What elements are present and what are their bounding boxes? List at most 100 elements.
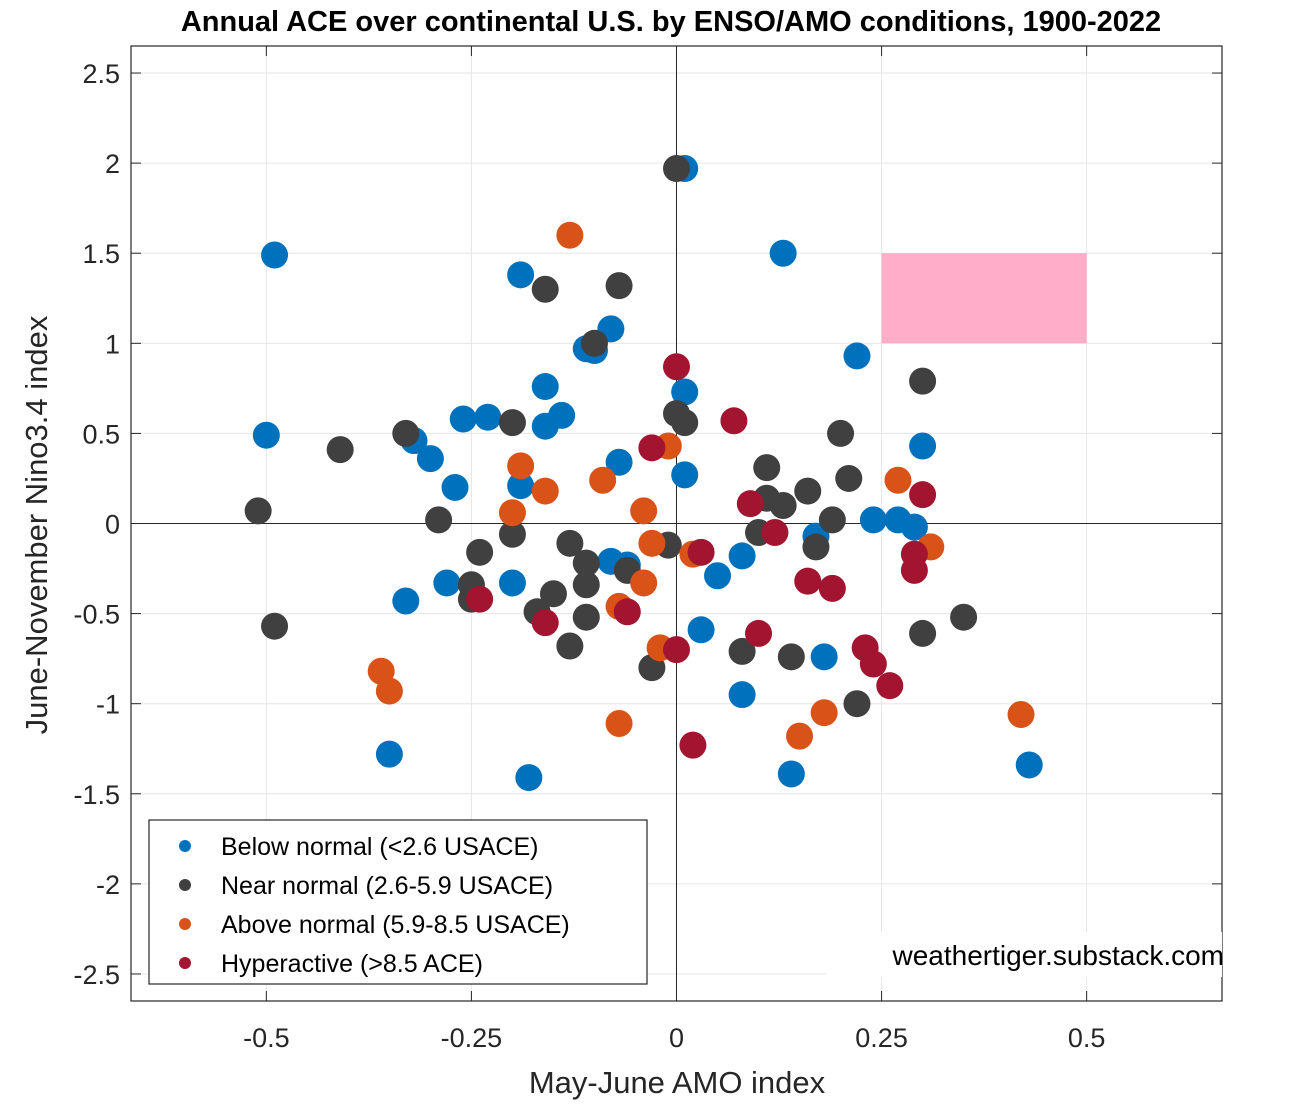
data-point-hyperactive (761, 519, 789, 547)
x-tick-label: 0.25 (855, 1023, 908, 1053)
data-point-below-normal (859, 506, 887, 534)
data-point-hyperactive (466, 585, 494, 613)
data-point-above-normal (884, 466, 912, 494)
data-point-hyperactive (794, 567, 822, 595)
data-point-above-normal (630, 569, 658, 597)
data-point-above-normal (375, 677, 403, 705)
data-point-hyperactive (745, 619, 773, 647)
data-point-below-normal (728, 681, 756, 709)
data-point-below-normal (704, 562, 732, 590)
data-point-above-normal (605, 710, 633, 738)
data-point-above-normal (556, 221, 584, 249)
data-point-near-normal (498, 520, 526, 548)
data-point-near-normal (556, 632, 584, 660)
data-point-below-normal (441, 473, 469, 501)
data-point-above-normal (1007, 701, 1035, 728)
data-point-hyperactive (876, 672, 904, 700)
legend-label-hyperactive: Hyperactive (>8.5 ACE) (221, 950, 483, 978)
data-point-near-normal (827, 419, 855, 447)
legend-entry-above-normal: Above normal (5.9-8.5 USACE) (179, 911, 570, 939)
legend-marker-below-normal (179, 840, 191, 852)
legend-label-below-normal: Below normal (<2.6 USACE) (221, 833, 538, 861)
y-tick-label: 2 (105, 149, 120, 179)
data-point-near-normal (572, 549, 600, 577)
data-point-below-normal (261, 241, 289, 269)
legend-marker-near-normal (179, 879, 191, 891)
y-tick-label: 0.5 (82, 419, 120, 449)
legend-label-near-normal: Near normal (2.6-5.9 USACE) (221, 872, 553, 900)
data-point-near-normal (244, 497, 272, 525)
data-point-near-normal (466, 538, 494, 566)
data-point-below-normal (392, 587, 420, 615)
data-point-below-normal (777, 760, 805, 788)
y-axis-label: June-November Nino3.4 index (19, 315, 54, 734)
data-point-below-normal (671, 461, 699, 489)
chart-title: Annual ACE over continental U.S. by ENSO… (181, 6, 1161, 38)
data-point-below-normal (507, 261, 535, 289)
data-point-hyperactive (736, 490, 764, 518)
highlight-box (881, 253, 1087, 344)
data-point-above-normal (498, 499, 526, 527)
legend-entry-hyperactive: Hyperactive (>8.5 ACE) (179, 950, 483, 978)
series-below-normal (252, 155, 1043, 792)
data-point-below-normal (900, 513, 928, 541)
data-point-above-normal (589, 466, 617, 494)
data-point-hyperactive (613, 598, 641, 626)
data-point-near-normal (572, 603, 600, 631)
legend-label-above-normal: Above normal (5.9-8.5 USACE) (221, 911, 570, 939)
data-point-below-normal (810, 643, 838, 671)
legend-box (148, 819, 648, 985)
data-point-near-normal (909, 367, 937, 395)
data-point-below-normal (474, 403, 502, 431)
data-point-near-normal (326, 436, 354, 464)
data-point-near-normal (777, 643, 805, 671)
y-tick-label: 0 (105, 510, 120, 540)
y-tick-label: -0.5 (73, 600, 120, 630)
data-point-below-normal (1015, 751, 1043, 779)
legend-entry-near-normal: Near normal (2.6-5.9 USACE) (179, 872, 553, 900)
series-hyperactive (466, 353, 937, 759)
credit-text: weathertiger.substack.com (892, 940, 1225, 971)
x-tick-label: 0 (669, 1023, 684, 1053)
data-point-below-normal (687, 616, 715, 644)
legend: Below normal (<2.6 USACE) Near normal (2… (148, 819, 648, 985)
data-point-near-normal (950, 603, 978, 631)
y-tick-label: -2 (96, 870, 120, 900)
data-point-near-normal (572, 571, 600, 599)
legend-marker-hyperactive (179, 957, 191, 969)
data-point-near-normal (818, 506, 846, 534)
y-tick-label: 2.5 (82, 59, 120, 89)
data-point-near-normal (425, 506, 453, 534)
y-tick-label: -2.5 (73, 960, 120, 990)
data-point-near-normal (769, 491, 797, 519)
data-point-near-normal (802, 533, 830, 561)
data-points (244, 155, 1043, 792)
data-point-below-normal (769, 239, 797, 267)
data-point-below-normal (531, 412, 559, 440)
data-point-near-normal (580, 329, 608, 357)
data-point-hyperactive (531, 609, 559, 637)
data-point-hyperactive (687, 538, 715, 566)
data-point-near-normal (794, 477, 822, 505)
data-point-near-normal (843, 690, 871, 718)
series-above-normal (367, 221, 1035, 750)
y-tick-label: -1.5 (73, 780, 120, 810)
data-point-near-normal (835, 464, 863, 492)
data-point-below-normal (843, 342, 871, 370)
data-point-near-normal (663, 155, 690, 183)
legend-entry-below-normal: Below normal (<2.6 USACE) (179, 833, 538, 861)
x-tick-labels: -0.5 -0.25 0 0.25 0.5 (243, 46, 1105, 1053)
data-point-above-normal (507, 452, 535, 480)
data-point-below-normal (498, 569, 526, 597)
credit-background (826, 932, 1222, 977)
data-point-below-normal (728, 542, 756, 570)
y-tick-label: -1 (96, 690, 120, 720)
data-point-near-normal (671, 409, 699, 437)
data-point-below-normal (433, 569, 461, 597)
data-point-above-normal (630, 497, 658, 525)
y-tick-label: 1 (105, 329, 120, 359)
data-point-below-normal (449, 405, 477, 433)
data-point-near-normal (909, 619, 937, 647)
data-point-near-normal (753, 454, 781, 482)
